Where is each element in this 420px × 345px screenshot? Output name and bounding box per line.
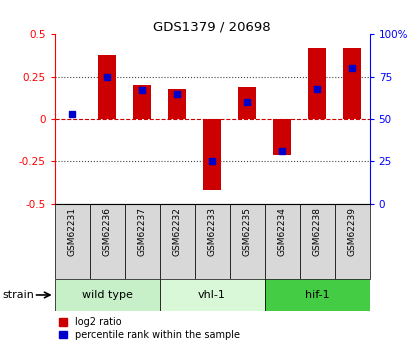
Text: GSM62232: GSM62232: [173, 207, 181, 256]
Bar: [168, 89, 186, 119]
Text: GSM62238: GSM62238: [312, 207, 322, 256]
Text: wild type: wild type: [81, 290, 133, 300]
Bar: [265, 204, 299, 279]
Bar: [55, 279, 160, 311]
Bar: [273, 119, 291, 155]
Bar: [194, 204, 230, 279]
Text: GSM62235: GSM62235: [243, 207, 252, 256]
Text: GSM62237: GSM62237: [138, 207, 147, 256]
Bar: [89, 204, 125, 279]
Bar: [265, 279, 370, 311]
Legend: log2 ratio, percentile rank within the sample: log2 ratio, percentile rank within the s…: [60, 317, 240, 340]
Text: GSM62234: GSM62234: [278, 207, 286, 256]
Text: GSM62233: GSM62233: [207, 207, 217, 256]
Bar: [134, 85, 151, 119]
Bar: [98, 55, 116, 119]
Bar: [308, 48, 326, 119]
Text: GSM62239: GSM62239: [348, 207, 357, 256]
Bar: [160, 279, 265, 311]
Bar: [239, 87, 256, 119]
Text: GSM62231: GSM62231: [68, 207, 76, 256]
Text: vhl-1: vhl-1: [198, 290, 226, 300]
Text: GSM62236: GSM62236: [102, 207, 112, 256]
Bar: [160, 204, 194, 279]
Title: GDS1379 / 20698: GDS1379 / 20698: [153, 20, 271, 33]
Bar: [230, 204, 265, 279]
Text: hif-1: hif-1: [305, 290, 329, 300]
Bar: [125, 204, 160, 279]
Text: strain: strain: [2, 290, 34, 300]
Bar: [335, 204, 370, 279]
Bar: [299, 204, 335, 279]
Bar: [203, 119, 221, 190]
Bar: [344, 48, 361, 119]
Bar: [55, 204, 89, 279]
